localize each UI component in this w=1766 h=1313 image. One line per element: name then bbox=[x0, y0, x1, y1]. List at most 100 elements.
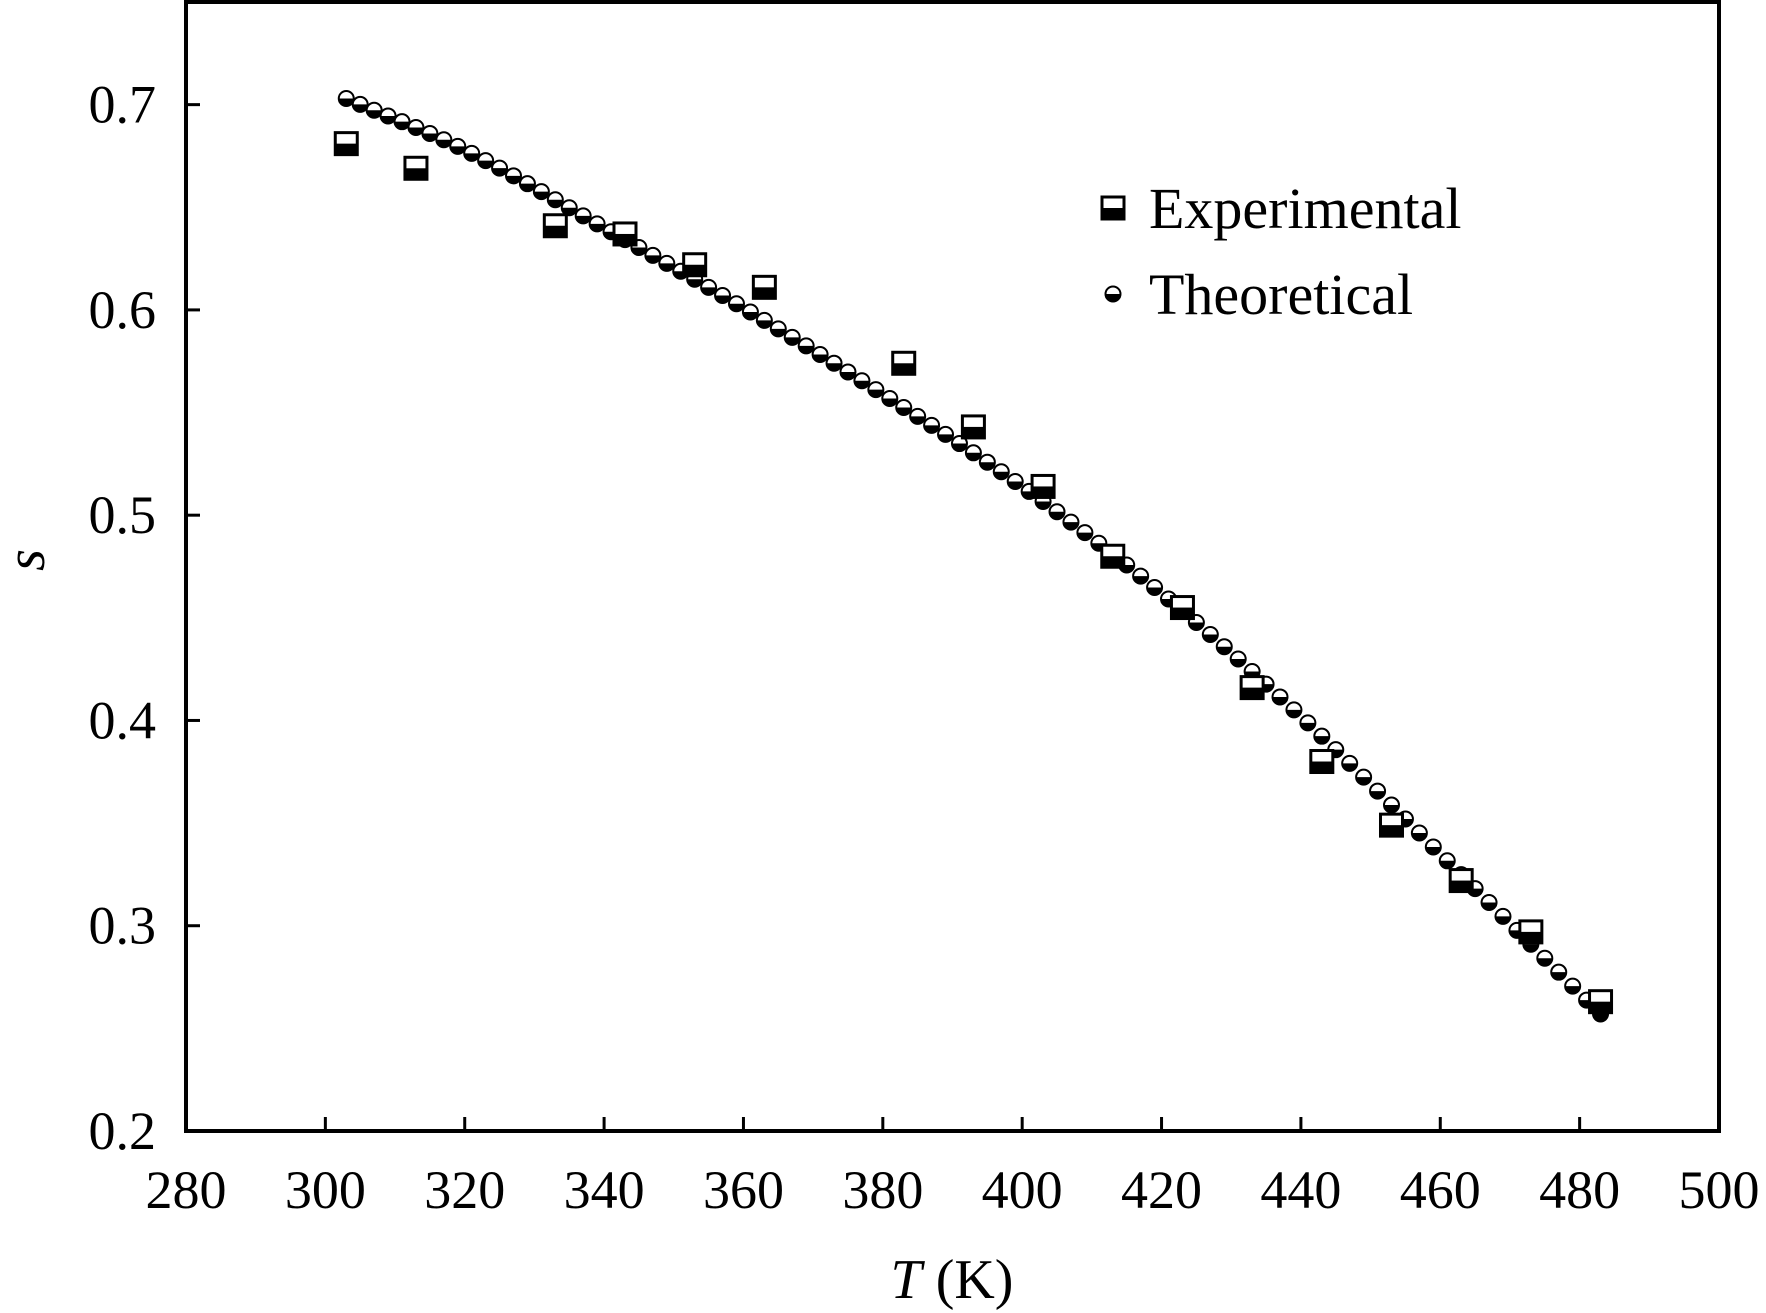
experimental-point bbox=[682, 252, 708, 278]
theoretical-point bbox=[588, 215, 606, 233]
experimental-point bbox=[960, 414, 986, 440]
theoretical-point bbox=[505, 167, 523, 185]
theoretical-point bbox=[393, 113, 411, 131]
experimental-point bbox=[1448, 868, 1474, 894]
theoretical-point bbox=[491, 159, 509, 177]
theoretical-point bbox=[421, 125, 439, 143]
theoretical-point bbox=[449, 137, 467, 155]
theoretical-point bbox=[574, 207, 592, 225]
theoretical-point bbox=[1285, 701, 1303, 719]
x-tick-label: 300 bbox=[285, 1160, 366, 1220]
legend-experimental-label: Experimental bbox=[1149, 176, 1461, 241]
legend: Experimental Theoretical bbox=[1100, 176, 1461, 327]
x-axis-title-variable: T bbox=[891, 1249, 926, 1311]
theoretical-point bbox=[1076, 524, 1094, 542]
y-axis-title: s bbox=[0, 549, 57, 571]
experimental-point bbox=[403, 155, 429, 181]
theoretical-point bbox=[1369, 782, 1387, 800]
theoretical-point bbox=[853, 372, 871, 390]
experimental-point bbox=[1030, 473, 1056, 499]
theoretical-point bbox=[909, 407, 927, 425]
x-tick-label: 480 bbox=[1539, 1160, 1620, 1220]
theoretical-point bbox=[365, 101, 383, 119]
theoretical-point bbox=[1132, 567, 1150, 585]
theoretical-point bbox=[811, 346, 829, 364]
theoretical-point bbox=[407, 119, 425, 137]
theoretical-point bbox=[337, 89, 355, 107]
theoretical-point bbox=[560, 199, 578, 217]
theoretical-point bbox=[1410, 824, 1428, 842]
theoretical-point bbox=[978, 453, 996, 471]
experimental-point bbox=[1378, 812, 1404, 838]
plot-frame bbox=[184, 0, 1721, 1133]
x-tick-label: 320 bbox=[424, 1160, 505, 1220]
y-tick-label: 0.3 bbox=[89, 896, 157, 956]
theoretical-point bbox=[1146, 578, 1164, 596]
theoretical-point bbox=[1494, 907, 1512, 925]
plot-area bbox=[333, 89, 1614, 1023]
theoretical-point bbox=[1550, 963, 1568, 981]
x-tick-label: 440 bbox=[1260, 1160, 1341, 1220]
theoretical-point bbox=[755, 311, 773, 329]
legend-theoretical-marker bbox=[1104, 285, 1122, 303]
experimental-point bbox=[751, 274, 777, 300]
theoretical-point bbox=[644, 246, 662, 264]
x-tick-label: 420 bbox=[1121, 1160, 1202, 1220]
x-tick-label: 400 bbox=[982, 1160, 1063, 1220]
legend-experimental-symbol bbox=[1100, 195, 1126, 221]
theoretical-point bbox=[1424, 838, 1442, 856]
theoretical-point bbox=[1271, 688, 1289, 706]
theoretical-point bbox=[1564, 977, 1582, 995]
x-tick-label: 380 bbox=[842, 1160, 923, 1220]
y-axis: 0.2 0.3 0.4 0.5 0.6 0.7 bbox=[89, 75, 200, 1161]
experimental-point bbox=[1518, 919, 1544, 945]
x-axis-title-unit: (K) bbox=[936, 1249, 1014, 1311]
theoretical-point bbox=[964, 444, 982, 462]
theoretical-point bbox=[1355, 768, 1373, 786]
experimental-point bbox=[542, 213, 568, 239]
x-tick-label: 460 bbox=[1400, 1160, 1481, 1220]
theoretical-point bbox=[950, 435, 968, 453]
theoretical-point bbox=[797, 337, 815, 355]
theoretical-point bbox=[532, 183, 550, 201]
legend-experimental-marker bbox=[1100, 195, 1126, 221]
theoretical-point bbox=[867, 381, 885, 399]
theoretical-point bbox=[1062, 513, 1080, 531]
theoretical-point bbox=[825, 354, 843, 372]
theoretical-point bbox=[1536, 949, 1554, 967]
theoretical-point bbox=[1299, 714, 1317, 732]
theoretical-point bbox=[1201, 626, 1219, 644]
theoretical-point bbox=[351, 95, 369, 113]
theoretical-point bbox=[518, 175, 536, 193]
x-tick-label: 280 bbox=[146, 1160, 227, 1220]
x-axis-title: T (K) bbox=[891, 1249, 1014, 1311]
experimental-point bbox=[1588, 989, 1614, 1015]
experimental-point bbox=[891, 350, 917, 376]
theoretical-point bbox=[714, 286, 732, 304]
theoretical-point bbox=[1341, 754, 1359, 772]
theoretical-point bbox=[1048, 503, 1066, 521]
experimental-point bbox=[1309, 749, 1335, 775]
legend-theoretical-label: Theoretical bbox=[1149, 262, 1413, 327]
experimental-point bbox=[1100, 543, 1126, 569]
x-tick-label: 500 bbox=[1679, 1160, 1760, 1220]
legend-theoretical-symbol bbox=[1104, 285, 1122, 303]
theoretical-point bbox=[658, 254, 676, 272]
theoretical-point bbox=[783, 328, 801, 346]
theoretical-point bbox=[435, 131, 453, 149]
theoretical-point bbox=[1215, 638, 1233, 656]
theoretical-point bbox=[477, 152, 495, 170]
experimental-point bbox=[1169, 595, 1195, 621]
theoretical-point bbox=[379, 107, 397, 125]
x-tick-label: 360 bbox=[703, 1160, 784, 1220]
y-tick-label: 0.6 bbox=[89, 280, 157, 340]
experimental-point bbox=[333, 131, 359, 157]
theoretical-point bbox=[992, 463, 1010, 481]
experimental-point bbox=[612, 221, 638, 247]
theoretical-point bbox=[1382, 796, 1400, 814]
theoretical-point bbox=[1480, 893, 1498, 911]
theoretical-point bbox=[769, 320, 787, 338]
theoretical-point bbox=[1229, 650, 1247, 668]
experimental-point bbox=[1239, 675, 1265, 701]
